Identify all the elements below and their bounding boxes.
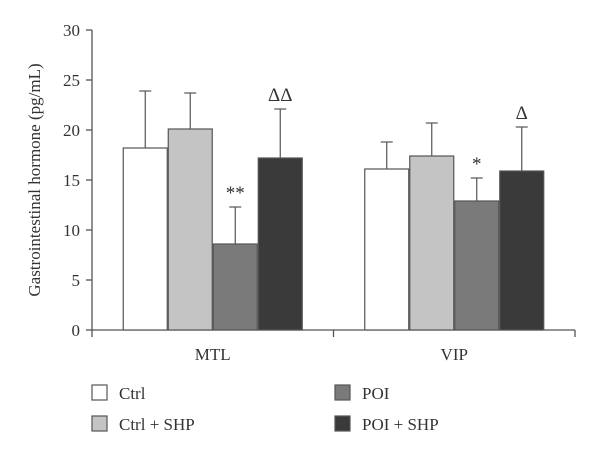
legend-label: Ctrl — [119, 384, 146, 403]
legend-swatch — [91, 384, 108, 401]
y-tick-label: 20 — [63, 121, 80, 140]
legend-label: POI — [362, 384, 390, 403]
legend-swatch — [334, 415, 351, 432]
y-tick-label: 30 — [63, 21, 80, 40]
legend: Ctrl Ctrl + SHP POI POI + SHP — [91, 384, 439, 434]
bar-mtl-ctrl-shp — [167, 128, 213, 331]
y-tick-label: 10 — [63, 221, 80, 240]
significance-marker: ** — [226, 183, 245, 204]
y-tick-label: 25 — [63, 71, 80, 90]
y-tick-label: 15 — [63, 171, 80, 190]
legend-label: Ctrl + SHP — [119, 415, 195, 434]
bar-mtl-poi-shp — [257, 157, 303, 331]
y-tick-label: 0 — [72, 321, 81, 340]
bar-vip-ctrl-shp — [409, 155, 455, 331]
significance-marker: * — [472, 154, 482, 175]
bar-vip-poi — [454, 200, 500, 331]
category-label: MTL — [195, 345, 231, 364]
legend-swatch — [91, 415, 108, 432]
legend-label: POI + SHP — [362, 415, 439, 434]
y-axis-title: Gastrointestinal hormone (pg/mL) — [25, 63, 44, 296]
bar-vip-poi-shp — [499, 170, 545, 331]
y-tick-label: 5 — [72, 271, 81, 290]
bar-mtl-poi — [212, 243, 258, 331]
plot-area: 0 5 10 15 20 25 30 MTL VIP ** ΔΔ * Δ — [63, 21, 576, 364]
legend-swatch — [334, 384, 351, 401]
significance-marker: ΔΔ — [268, 85, 292, 106]
bar-vip-ctrl — [364, 168, 410, 331]
bar-mtl-ctrl — [122, 147, 168, 331]
category-label: VIP — [441, 345, 468, 364]
significance-marker: Δ — [516, 103, 528, 124]
